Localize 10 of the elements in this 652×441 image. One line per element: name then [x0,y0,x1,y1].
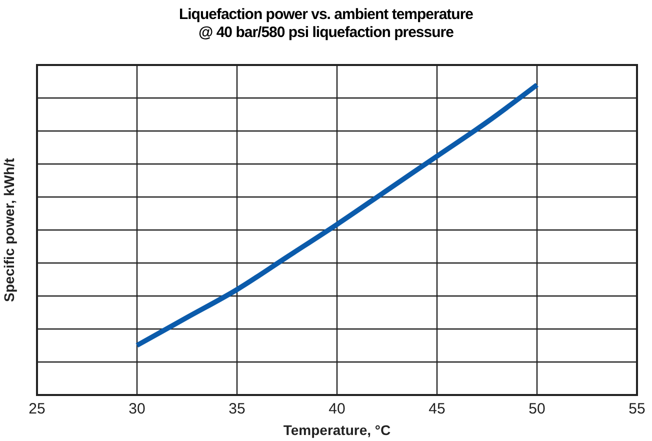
x-tick-label: 35 [228,400,246,418]
x-tick-label: 30 [128,400,146,418]
x-tick-label: 45 [428,400,446,418]
x-tick-label: 50 [528,400,546,418]
chart-title: Liquefaction power vs. ambient temperature @ 40 bar/580 psi liquefaction pressure [178,6,474,42]
x-axis-title: Temperature, °C [283,422,391,438]
x-tick-label: 40 [328,400,346,418]
y-axis-title: Specific power, kWh/t [1,158,17,302]
x-tick-label: 25 [28,400,46,418]
x-tick-label: 55 [628,400,646,418]
